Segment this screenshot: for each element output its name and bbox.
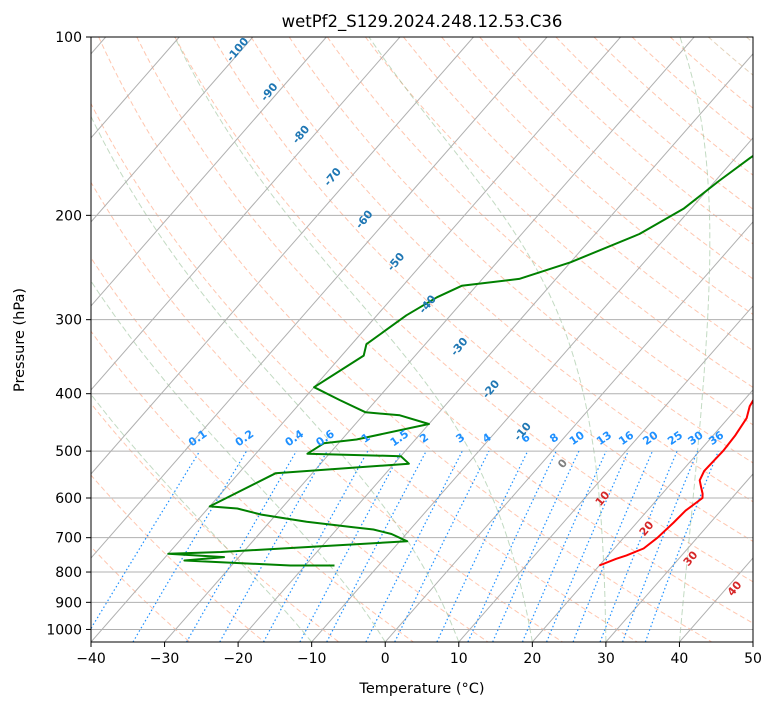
dry-adiabat	[403, 37, 753, 352]
y-tick-label: 200	[55, 208, 82, 224]
x-axis-title: Temperature (°C)	[358, 681, 484, 697]
moist-adiabat	[368, 37, 607, 642]
mixing-ratio-line	[492, 450, 580, 642]
x-tick-label: 20	[523, 651, 541, 667]
isotherm-line	[91, 37, 474, 475]
moist-adiabat	[174, 37, 533, 642]
isotherm-line	[91, 37, 548, 559]
dry-adiabat	[91, 402, 340, 642]
moist-adiabat	[91, 280, 386, 642]
dry-adiabat	[365, 37, 753, 388]
y-tick-label: 700	[55, 531, 82, 547]
moist-adiabat	[678, 37, 711, 642]
isotherm-line	[237, 53, 753, 642]
dry-adiabat	[250, 37, 753, 503]
dewpoint-profile	[167, 154, 753, 567]
isotherm-line	[91, 37, 401, 391]
dry-adiabat	[98, 37, 713, 642]
mixing-ratio-line	[262, 450, 369, 642]
isotherm-line	[531, 389, 753, 642]
x-tick-label: 40	[671, 651, 689, 667]
x-tick-label: 0	[381, 651, 390, 667]
y-tick-label: 600	[55, 491, 82, 507]
dry-adiabat	[555, 37, 753, 210]
isotherm-line	[605, 473, 753, 642]
y-tick-label: 100	[55, 30, 82, 46]
plot-frame	[90, 36, 754, 643]
mixing-ratio-line	[546, 450, 629, 642]
x-axis-ticks: −40 −30 −20 −10 0 10 20 30 40 50	[76, 642, 762, 667]
y-tick-label: 800	[55, 565, 82, 581]
dry-adiabat	[91, 256, 489, 642]
x-tick-label: −30	[150, 651, 180, 667]
mixing-ratio-line	[521, 450, 607, 642]
isotherm-line	[164, 37, 695, 642]
x-tick-label: 50	[744, 651, 762, 667]
x-tick-label: 10	[450, 651, 468, 667]
y-axis-title: Pressure (hPa)	[12, 288, 28, 392]
background-lines	[91, 37, 753, 642]
y-axis-ticks: 1000 900 800 700 600 500 400 300 200 100	[46, 30, 91, 638]
isotherm-line	[458, 305, 753, 642]
mixing-ratio-line	[91, 450, 201, 630]
dry-adiabat	[441, 37, 753, 316]
mixing-ratio-line	[599, 450, 678, 642]
mixing-ratio-line	[394, 450, 490, 642]
dry-adiabat	[91, 181, 563, 642]
y-tick-label: 300	[55, 313, 82, 329]
mixing-ratio-line	[365, 450, 463, 642]
dry-adiabat	[91, 474, 265, 642]
isotherm-line	[384, 221, 753, 642]
x-tick-label: 30	[597, 651, 615, 667]
x-tick-label: −40	[76, 651, 106, 667]
mixing-ratio-line	[299, 450, 402, 642]
dry-adiabat	[479, 37, 753, 280]
dry-adiabat	[136, 37, 753, 624]
isotherm-line	[91, 37, 621, 642]
isotherm-line	[91, 37, 254, 223]
x-tick-label: −10	[297, 651, 327, 667]
x-tick-label: −20	[223, 651, 253, 667]
chart-title: wetPf2_S129.2024.248.12.53.C36	[282, 12, 563, 32]
y-tick-label: 400	[55, 387, 82, 403]
dry-adiabat	[517, 37, 753, 245]
y-tick-label: 900	[55, 595, 82, 611]
y-tick-label: 500	[55, 444, 82, 460]
mixing-ratio-line	[622, 450, 699, 642]
mixing-ratio-line	[644, 450, 719, 642]
profile-lines	[167, 154, 753, 567]
dry-adiabat	[326, 37, 753, 426]
y-tick-label: 1000	[46, 622, 82, 638]
moist-adiabat	[91, 115, 460, 642]
temperature-profile	[598, 398, 753, 567]
isotherm-line	[91, 37, 327, 307]
dry-adiabat	[631, 37, 753, 143]
dry-adiabat	[91, 330, 414, 642]
dry-adiabat	[91, 102, 638, 642]
